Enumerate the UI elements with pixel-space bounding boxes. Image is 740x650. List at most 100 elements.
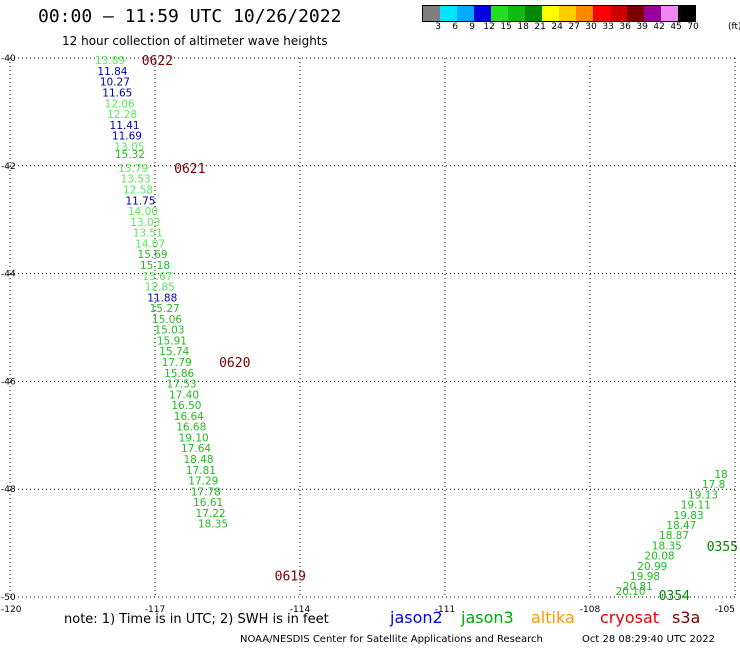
pass-time-label: 0621	[174, 162, 205, 177]
mission-label-jason3: jason3	[461, 608, 514, 627]
wave-height-label: 17.29	[188, 476, 218, 488]
wave-height-label: 13.67	[142, 271, 172, 283]
y-tick-label: -48	[1, 485, 16, 495]
color-scale-swatch	[610, 6, 627, 21]
wave-height-label: 19.10	[179, 432, 209, 444]
wave-height-label: 12.28	[107, 109, 137, 121]
x-tick-label: -111	[435, 605, 455, 615]
wave-height-label: 15.03	[154, 325, 184, 337]
wave-height-label: 13.53	[121, 174, 151, 186]
color-scale-label: 45	[670, 22, 682, 32]
wave-height-label: 13.03	[130, 217, 160, 229]
color-scale-swatch	[644, 6, 661, 21]
wave-height-label: 16.61	[193, 497, 223, 509]
wave-height-label: 20.10	[616, 586, 646, 598]
wave-height-label: 17.40	[169, 389, 199, 401]
wave-height-label: 19.98	[630, 571, 660, 583]
wave-height-label: 15.91	[157, 335, 187, 347]
wave-height-label: 20.08	[645, 551, 675, 563]
x-tick-label: -120	[1, 605, 22, 615]
footer-credit: NOAA/NESDIS Center for Satellite Applica…	[240, 634, 543, 645]
wave-height-label: 15.18	[140, 260, 170, 272]
wave-height-label: 11.41	[110, 120, 140, 132]
wave-height-label: 16.64	[174, 411, 204, 423]
color-scale-label: 18	[517, 22, 529, 32]
color-scale-swatch	[440, 6, 457, 21]
wave-height-label: 17.8	[702, 479, 725, 491]
wave-height-label: 11.88	[147, 292, 177, 304]
x-tick-label: -114	[290, 605, 311, 615]
y-tick-label: -42	[1, 162, 16, 172]
pass-time-label: 0355	[707, 540, 738, 555]
wave-height-label: 14.07	[135, 238, 165, 250]
wave-height-label: 17.79	[162, 357, 192, 369]
pass-time-label: 0620	[219, 356, 250, 371]
color-scale-label: 70	[687, 22, 699, 32]
wave-height-label: 15.74	[159, 346, 189, 358]
wave-height-label: 15.32	[115, 149, 145, 161]
wave-height-label: 14.00	[128, 206, 158, 218]
color-scale-label: 39	[636, 22, 648, 32]
wave-height-label: 12.06	[105, 98, 135, 110]
color-scale-swatch	[576, 6, 593, 21]
color-scale-swatch	[423, 6, 440, 21]
color-scale-swatch	[508, 6, 525, 21]
wave-height-label: 20.81	[623, 581, 653, 593]
color-scale-swatch	[627, 6, 644, 21]
pass-time-label: 0622	[142, 54, 173, 69]
y-tick-label: -50	[1, 593, 16, 603]
wave-height-label: 15.27	[150, 303, 180, 315]
wave-height-label: 18.35	[652, 540, 682, 552]
color-scale-bar	[422, 5, 696, 22]
pass-time-label: 0619	[275, 569, 306, 584]
color-scale-label: 21	[534, 22, 546, 32]
wave-height-label: 17.22	[196, 508, 226, 520]
color-scale-swatch	[474, 6, 491, 21]
wave-height-label: 13.79	[118, 163, 148, 175]
color-scale-swatch	[542, 6, 559, 21]
wave-height-label: 20.99	[637, 561, 667, 573]
wave-height-label: 19.13	[688, 489, 718, 501]
color-scale-swatch	[593, 6, 610, 21]
mission-label-s3a: s3a	[672, 608, 701, 627]
wave-height-label: 10.27	[100, 77, 130, 89]
wave-height-label: 13.89	[95, 55, 125, 67]
color-scale-label: 30	[585, 22, 597, 32]
wave-height-label: 15.06	[152, 314, 182, 326]
footer-note: note: 1) Time is in UTC; 2) SWH is in fe…	[64, 612, 329, 627]
color-scale-label: 36	[619, 22, 631, 32]
wave-height-label: 11.65	[102, 87, 132, 99]
wave-height-label: 13.05	[114, 141, 144, 153]
color-scale-label: 3	[435, 22, 442, 32]
wave-height-label: 15.69	[138, 249, 168, 261]
pass-time-label: 0354	[659, 589, 690, 604]
y-tick-label: -44	[1, 270, 16, 280]
wave-height-label: 13.51	[133, 228, 163, 240]
color-scale-swatch	[457, 6, 474, 21]
color-scale-label: 15	[500, 22, 512, 32]
x-tick-label: -117	[145, 605, 165, 615]
color-scale-swatch	[491, 6, 508, 21]
color-scale-label: 6	[452, 22, 459, 32]
wave-height-label: 12.85	[145, 282, 175, 294]
y-tick-label: -40	[1, 54, 16, 64]
color-scale-swatch	[525, 6, 542, 21]
wave-height-label: 16.50	[171, 400, 201, 412]
wave-height-label: 18.35	[198, 519, 228, 531]
chart-title: 00:00 – 11:59 UTC 10/26/2022	[38, 6, 342, 27]
wave-height-label: 17.78	[191, 486, 221, 498]
color-scale-swatch	[559, 6, 576, 21]
mission-label-altika: altika	[531, 608, 575, 627]
wave-height-label: 18.48	[183, 454, 213, 466]
mission-label-cryosat: cryosat	[600, 608, 660, 627]
wave-height-label: 19.83	[674, 510, 704, 522]
chart-subtitle: 12 hour collection of altimeter wave hei…	[62, 34, 328, 48]
color-scale-swatch	[661, 6, 678, 21]
x-tick-label: -105	[715, 605, 735, 615]
wave-height-label: 11.84	[97, 66, 127, 78]
wave-height-label: 17.53	[167, 379, 197, 391]
wave-height-label: 11.69	[112, 131, 142, 143]
x-tick-label: -108	[580, 605, 601, 615]
